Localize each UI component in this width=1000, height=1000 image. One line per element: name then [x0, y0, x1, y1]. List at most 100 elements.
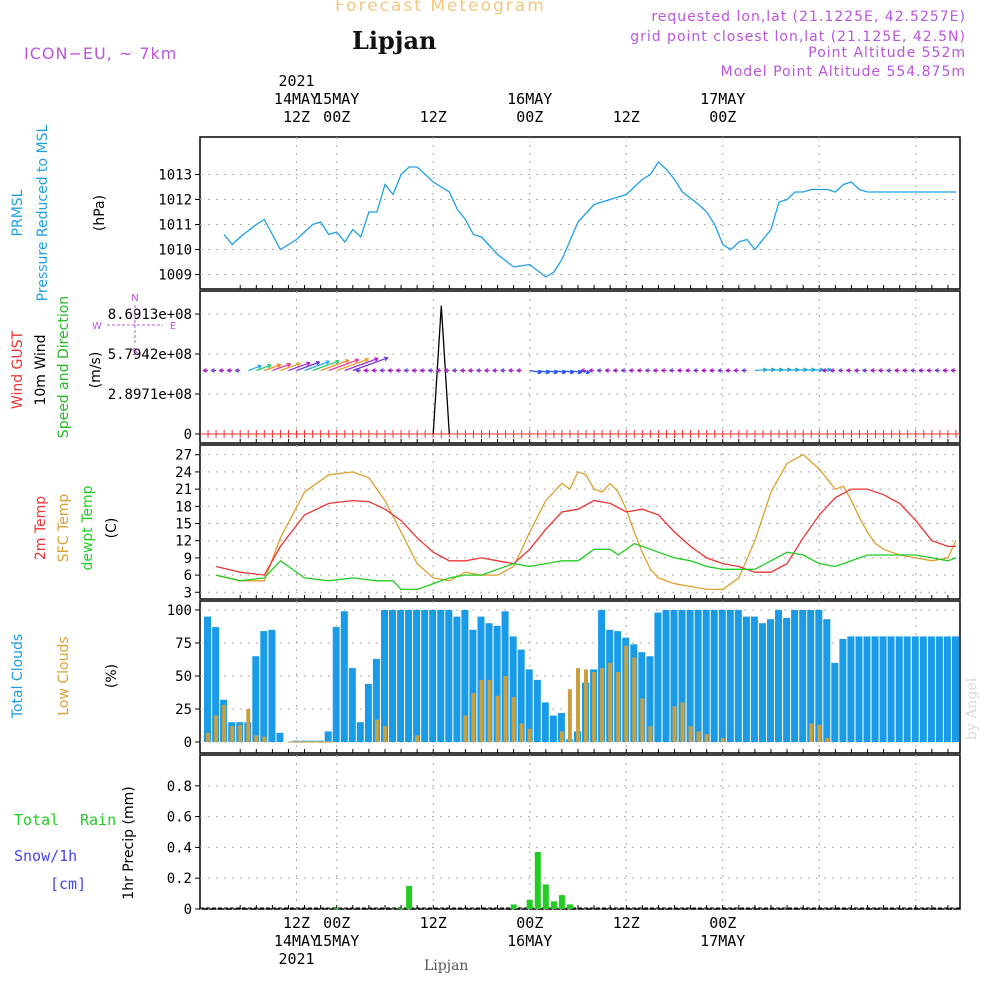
wind-arrow [910, 368, 916, 373]
total-cloud-bar [549, 715, 557, 742]
low-cloud-bar [527, 728, 532, 742]
top-axis-label: 12Z [613, 108, 640, 126]
low-cloud-bar [576, 668, 580, 742]
total-cloud-bar [662, 610, 670, 742]
total-cloud-bar [646, 656, 654, 742]
total-cloud-bar [461, 610, 469, 742]
y-tick-label: 0.4 [167, 840, 192, 856]
total-cloud-bar [919, 636, 927, 742]
low-cloud-bar [214, 715, 219, 742]
bottom-axis-label: 15MAY [314, 932, 359, 950]
total-cloud-bar [895, 636, 903, 742]
wind-arrow [379, 368, 385, 373]
rain-bar [333, 908, 340, 910]
compass-rose: N W E S [92, 293, 176, 358]
total-cloud-bar [855, 636, 863, 742]
t2m-label: 2m Temp [33, 496, 49, 560]
total-cloud-bar [726, 610, 734, 742]
top-axis-label: 00Z [516, 108, 543, 126]
product-title: Forecast Meteogram [335, 0, 546, 16]
y-tick-label: 0 [184, 902, 192, 918]
wind-arrow [588, 368, 595, 373]
wind-arrow [733, 368, 739, 373]
bottom-axis-label: 14MAY [274, 932, 319, 950]
rain-bar [558, 895, 565, 909]
top-axis-label: 00Z [323, 108, 350, 126]
total-cloud-bar [332, 627, 340, 742]
wind-arrow [830, 368, 836, 373]
bottom-axis-label: 12Z [613, 914, 640, 932]
wind-arrow [516, 368, 522, 373]
total-cloud-bar [863, 636, 871, 742]
wind-arrow [248, 364, 262, 372]
total-cloud-bar [831, 662, 839, 742]
panel-frame [199, 600, 961, 754]
wind-arrow [452, 368, 458, 373]
total-cloud-bar [469, 629, 477, 742]
wind-arrow [950, 368, 956, 373]
total-cloud-bar [340, 611, 348, 742]
low-cloud-bar [825, 738, 830, 742]
low-cloud-bar [817, 724, 822, 742]
total-cloud-bar [927, 636, 935, 742]
wind-arrow [427, 368, 434, 373]
wind-arrow [862, 368, 868, 373]
low-cloud-bar [503, 676, 508, 742]
wind-arrow [741, 368, 747, 373]
total-cloud-bar [364, 683, 372, 742]
top-axis-label: 16MAY [507, 90, 552, 108]
wind-arrow [256, 364, 272, 372]
wind-arrow [637, 368, 643, 373]
wind-arrow [312, 359, 340, 372]
low-cloud-bar [495, 695, 500, 742]
dewpt-line [215, 542, 957, 591]
wind-arrow [328, 358, 360, 372]
wind-arrow [296, 361, 321, 372]
bottom-axis-label: 17MAY [700, 932, 745, 950]
pressure-unit: (hPa) [92, 195, 108, 231]
bottom-axis-label: 16MAY [507, 932, 552, 950]
total-cloud-bar [429, 610, 437, 742]
total-cloud-bar [847, 636, 855, 742]
grid-coords: grid point closest lon,lat (21.125E, 42.… [630, 29, 966, 45]
wind-arrow [264, 363, 282, 372]
low-cloud-bar [262, 736, 267, 742]
wind-arrow [218, 368, 225, 373]
wind-arrow [476, 368, 482, 373]
wind-arrow [352, 356, 389, 372]
rain-legend-2: Rain [80, 811, 116, 829]
wind-arrow [234, 368, 241, 373]
y-tick-label: 24 [175, 465, 192, 481]
total-cloud-bar [952, 636, 959, 742]
compass-e: E [170, 321, 176, 332]
low-cloud-bar [246, 709, 251, 742]
wind-arrow [280, 362, 301, 372]
bottom-axis-label: 00Z [516, 914, 543, 932]
y-tick-label: 5.7942e+08 [108, 347, 192, 363]
wind-arrow [926, 368, 932, 373]
pressure-line [223, 160, 956, 278]
wind-arrow [363, 368, 369, 373]
gust-label: Wind GUST [10, 330, 26, 409]
total-cloud-bar [903, 636, 911, 742]
y-tick-label: 0 [184, 427, 192, 443]
sfc-temp-line [215, 453, 957, 591]
dew-label: dewpt Temp [80, 485, 96, 570]
total-cloud-bar [477, 616, 485, 742]
wind-arrow [371, 368, 377, 373]
total-cloud-bar [638, 652, 646, 742]
precip-label: 1hr Precip (mm) [121, 786, 137, 899]
low-cloud-bar [519, 723, 524, 742]
total-cloud-bar [421, 610, 429, 742]
total-cloud-bar [212, 627, 220, 742]
total-cloud-bar [356, 722, 364, 742]
station-title: Lipjan [352, 26, 437, 55]
y-tick-label: 0 [184, 735, 192, 751]
total-cloud-bar [943, 636, 951, 742]
wind-arrow [685, 368, 691, 373]
wind-arrow [846, 368, 852, 373]
total-cloud-bar [710, 610, 718, 742]
wind-arrow [403, 368, 410, 373]
